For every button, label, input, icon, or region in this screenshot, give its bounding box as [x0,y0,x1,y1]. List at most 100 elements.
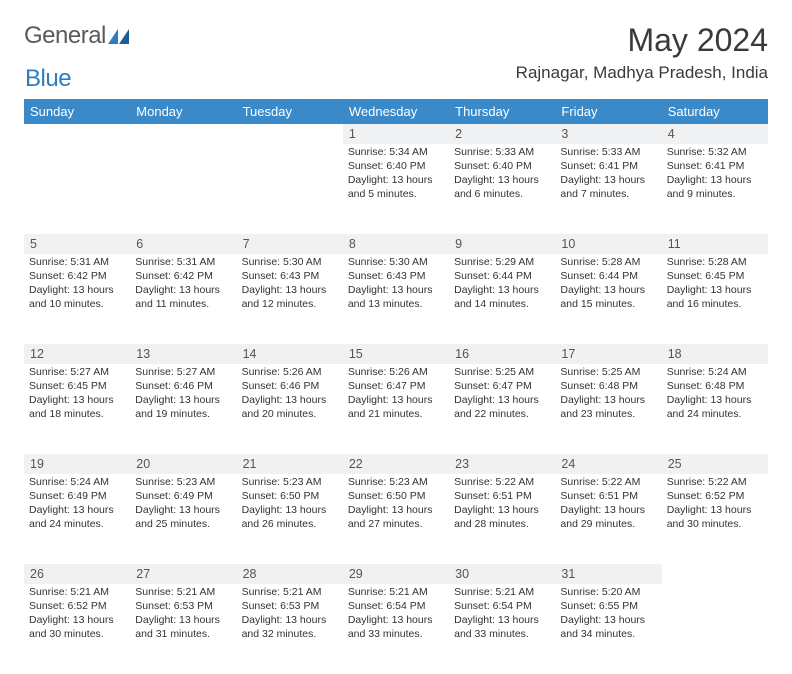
daylight-text: Daylight: 13 hours and 28 minutes. [454,504,550,532]
day-cell: Sunrise: 5:24 AMSunset: 6:49 PMDaylight:… [24,474,130,564]
daylight-text: Daylight: 13 hours and 25 minutes. [135,504,231,532]
sunrise-text: Sunrise: 5:20 AM [560,586,656,600]
day-cell: Sunrise: 5:26 AMSunset: 6:46 PMDaylight:… [237,364,343,454]
day-cell: Sunrise: 5:27 AMSunset: 6:46 PMDaylight:… [130,364,236,454]
sunrise-text: Sunrise: 5:21 AM [348,586,444,600]
sunrise-text: Sunrise: 5:23 AM [242,476,338,490]
week-info-row: Sunrise: 5:27 AMSunset: 6:45 PMDaylight:… [24,364,768,454]
sunrise-text: Sunrise: 5:22 AM [454,476,550,490]
location-label: Rajnagar, Madhya Pradesh, India [516,63,768,83]
daylight-text: Daylight: 13 hours and 29 minutes. [560,504,656,532]
day-number: 14 [237,344,343,364]
daylight-text: Daylight: 13 hours and 27 minutes. [348,504,444,532]
sunrise-text: Sunrise: 5:26 AM [348,366,444,380]
calendar-table: Sunday Monday Tuesday Wednesday Thursday… [24,99,768,674]
week-info-row: Sunrise: 5:24 AMSunset: 6:49 PMDaylight:… [24,474,768,564]
logo-brand-b: Blue [25,65,71,92]
sunrise-text: Sunrise: 5:32 AM [667,146,763,160]
daylight-text: Daylight: 13 hours and 31 minutes. [135,614,231,642]
daylight-text: Daylight: 13 hours and 33 minutes. [348,614,444,642]
daylight-text: Daylight: 13 hours and 13 minutes. [348,284,444,312]
title-block: May 2024 Rajnagar, Madhya Pradesh, India [516,22,768,83]
day-cell: Sunrise: 5:25 AMSunset: 6:48 PMDaylight:… [555,364,661,454]
day-number: 1 [343,124,449,144]
daylight-text: Daylight: 13 hours and 9 minutes. [667,174,763,202]
sunset-text: Sunset: 6:46 PM [135,380,231,394]
dow-header-row: Sunday Monday Tuesday Wednesday Thursday… [24,99,768,124]
day-number: 22 [343,454,449,474]
day-cell: Sunrise: 5:20 AMSunset: 6:55 PMDaylight:… [555,584,661,674]
sunrise-text: Sunrise: 5:21 AM [135,586,231,600]
sunrise-text: Sunrise: 5:28 AM [667,256,763,270]
day-number: 21 [237,454,343,474]
sunrise-text: Sunrise: 5:29 AM [454,256,550,270]
day-cell: Sunrise: 5:29 AMSunset: 6:44 PMDaylight:… [449,254,555,344]
daylight-text: Daylight: 13 hours and 24 minutes. [667,394,763,422]
daylight-text: Daylight: 13 hours and 23 minutes. [560,394,656,422]
sunrise-text: Sunrise: 5:25 AM [560,366,656,380]
day-cell: Sunrise: 5:21 AMSunset: 6:53 PMDaylight:… [237,584,343,674]
daylight-text: Daylight: 13 hours and 21 minutes. [348,394,444,422]
daylight-text: Daylight: 13 hours and 7 minutes. [560,174,656,202]
sunset-text: Sunset: 6:48 PM [667,380,763,394]
sunset-text: Sunset: 6:50 PM [242,490,338,504]
sunset-text: Sunset: 6:49 PM [29,490,125,504]
sunset-text: Sunset: 6:40 PM [454,160,550,174]
day-number: 6 [130,234,236,254]
day-cell: Sunrise: 5:27 AMSunset: 6:45 PMDaylight:… [24,364,130,454]
day-cell: Sunrise: 5:31 AMSunset: 6:42 PMDaylight:… [24,254,130,344]
day-cell: Sunrise: 5:30 AMSunset: 6:43 PMDaylight:… [343,254,449,344]
day-cell [130,144,236,234]
day-cell: Sunrise: 5:28 AMSunset: 6:45 PMDaylight:… [662,254,768,344]
week-num-row: 1234 [24,124,768,144]
day-number: 4 [662,124,768,144]
daylight-text: Daylight: 13 hours and 14 minutes. [454,284,550,312]
day-number: 12 [24,344,130,364]
sunrise-text: Sunrise: 5:34 AM [348,146,444,160]
sunset-text: Sunset: 6:49 PM [135,490,231,504]
daylight-text: Daylight: 13 hours and 10 minutes. [29,284,125,312]
sunrise-text: Sunrise: 5:30 AM [348,256,444,270]
dow-mon: Monday [130,99,236,124]
sunset-text: Sunset: 6:45 PM [29,380,125,394]
day-number [24,124,130,144]
day-number: 25 [662,454,768,474]
day-number: 10 [555,234,661,254]
sunrise-text: Sunrise: 5:28 AM [560,256,656,270]
sunset-text: Sunset: 6:45 PM [667,270,763,284]
sunset-text: Sunset: 6:42 PM [29,270,125,284]
sunrise-text: Sunrise: 5:24 AM [667,366,763,380]
sunrise-text: Sunrise: 5:21 AM [454,586,550,600]
day-number: 17 [555,344,661,364]
calendar-page: General May 2024 Rajnagar, Madhya Prades… [0,0,792,674]
day-number: 26 [24,564,130,584]
daylight-text: Daylight: 13 hours and 32 minutes. [242,614,338,642]
daylight-text: Daylight: 13 hours and 26 minutes. [242,504,338,532]
sunset-text: Sunset: 6:43 PM [348,270,444,284]
day-number: 18 [662,344,768,364]
sunrise-text: Sunrise: 5:31 AM [29,256,125,270]
logo-brand-a: General [24,22,106,50]
day-number: 3 [555,124,661,144]
sunrise-text: Sunrise: 5:22 AM [560,476,656,490]
sunset-text: Sunset: 6:52 PM [667,490,763,504]
day-cell: Sunrise: 5:22 AMSunset: 6:52 PMDaylight:… [662,474,768,564]
sunset-text: Sunset: 6:51 PM [454,490,550,504]
sunrise-text: Sunrise: 5:22 AM [667,476,763,490]
day-number: 5 [24,234,130,254]
daylight-text: Daylight: 13 hours and 11 minutes. [135,284,231,312]
day-number: 31 [555,564,661,584]
week-num-row: 262728293031 [24,564,768,584]
daylight-text: Daylight: 13 hours and 20 minutes. [242,394,338,422]
day-number: 20 [130,454,236,474]
sunrise-text: Sunrise: 5:33 AM [560,146,656,160]
day-cell: Sunrise: 5:28 AMSunset: 6:44 PMDaylight:… [555,254,661,344]
day-number: 2 [449,124,555,144]
day-cell: Sunrise: 5:23 AMSunset: 6:50 PMDaylight:… [343,474,449,564]
day-number: 24 [555,454,661,474]
day-number: 28 [237,564,343,584]
day-cell: Sunrise: 5:23 AMSunset: 6:49 PMDaylight:… [130,474,236,564]
sunset-text: Sunset: 6:48 PM [560,380,656,394]
day-number [130,124,236,144]
day-cell: Sunrise: 5:24 AMSunset: 6:48 PMDaylight:… [662,364,768,454]
